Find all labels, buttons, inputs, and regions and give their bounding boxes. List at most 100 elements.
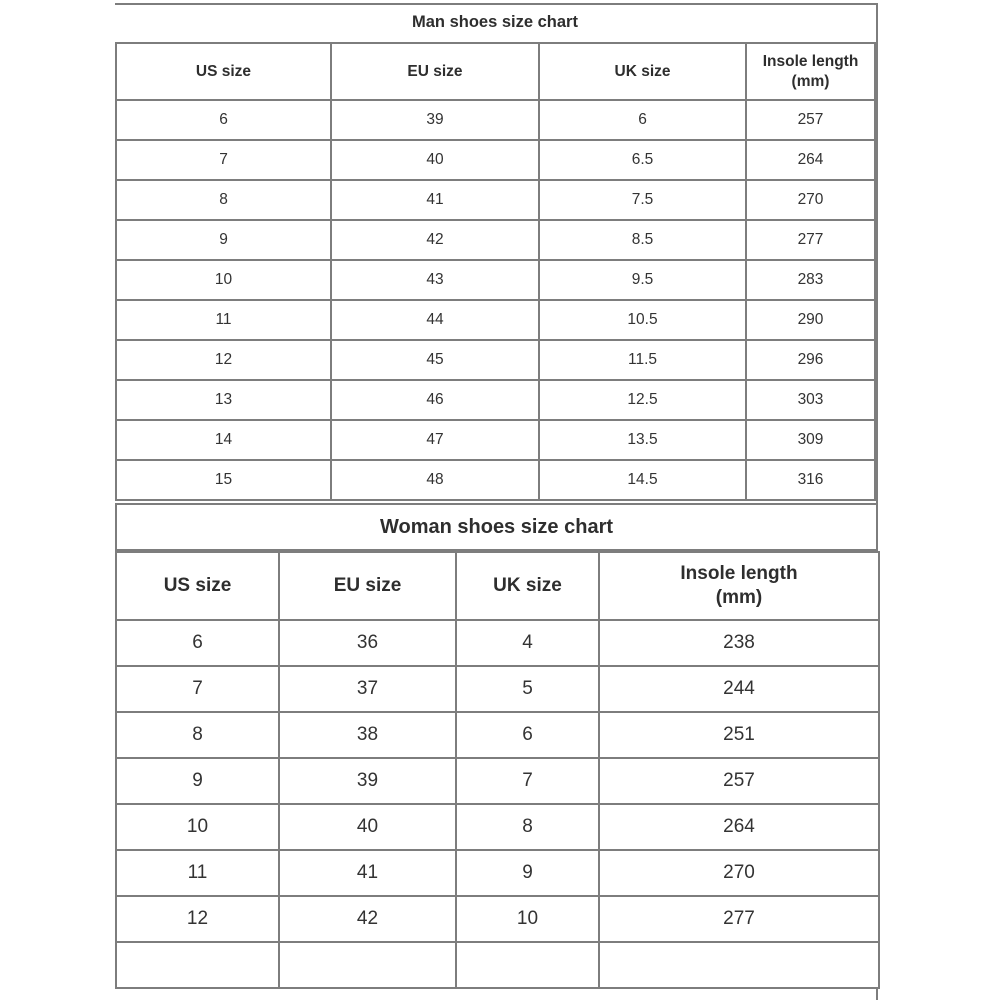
table-cell: 309 <box>745 419 876 461</box>
table-cell: 10 <box>455 895 600 943</box>
table-cell: 7 <box>115 139 332 181</box>
table-cell: 38 <box>278 711 457 759</box>
table-cell: 15 <box>115 459 332 501</box>
column-header: US size <box>115 42 332 101</box>
table-cell <box>278 941 457 989</box>
table-cell: 4 <box>455 619 600 667</box>
table-cell: 8 <box>115 711 280 759</box>
table-cell: 6 <box>115 99 332 141</box>
table-row: 12 45 11.5 296 <box>115 339 876 381</box>
table-cell: 41 <box>330 179 540 221</box>
table-cell: 42 <box>330 219 540 261</box>
table-row: 8 38 6 251 <box>115 711 880 759</box>
table-cell <box>115 941 280 989</box>
table-row <box>115 941 880 989</box>
table-cell: 9 <box>115 219 332 261</box>
table-cell: 7 <box>115 665 280 713</box>
woman-size-table: US size EU size UK size Insole length (mm) 6… <box>115 551 880 989</box>
table-cell: 13 <box>115 379 332 421</box>
table-row: 10 43 9.5 283 <box>115 259 876 301</box>
table-cell: 290 <box>745 299 876 341</box>
table-cell: 40 <box>330 139 540 181</box>
table-cell: 277 <box>598 895 880 943</box>
woman-chart-title: Woman shoes size chart <box>115 503 878 551</box>
table-cell: 8 <box>455 803 600 851</box>
column-header: UK size <box>538 42 747 101</box>
table-cell: 6.5 <box>538 139 747 181</box>
table-cell: 8.5 <box>538 219 747 261</box>
table-cell: 303 <box>745 379 876 421</box>
table-cell: 10 <box>115 803 280 851</box>
table-cell: 46 <box>330 379 540 421</box>
table-cell: 37 <box>278 665 457 713</box>
table-row: 10 40 8 264 <box>115 803 880 851</box>
table-cell: 48 <box>330 459 540 501</box>
table-cell: 36 <box>278 619 457 667</box>
table-row: 15 48 14.5 316 <box>115 459 876 501</box>
man-size-table: US size EU size UK size Insole length (mm) 6… <box>115 42 876 501</box>
table-cell: 39 <box>330 99 540 141</box>
table-cell: 277 <box>745 219 876 261</box>
table-row: 9 39 7 257 <box>115 757 880 805</box>
table-cell: 270 <box>598 849 880 897</box>
table-cell: 10.5 <box>538 299 747 341</box>
table-row: 14 47 13.5 309 <box>115 419 876 461</box>
header-row: US size EU size UK size Insole length (mm) <box>115 551 880 621</box>
table-cell: 40 <box>278 803 457 851</box>
table-cell: 270 <box>745 179 876 221</box>
table-cell: 14 <box>115 419 332 461</box>
table-cell: 316 <box>745 459 876 501</box>
table-cell: 45 <box>330 339 540 381</box>
table-cell <box>598 941 880 989</box>
column-header: Insole length (mm) <box>745 42 876 101</box>
table-row: 8 41 7.5 270 <box>115 179 876 221</box>
table-cell: 238 <box>598 619 880 667</box>
table-cell: 264 <box>598 803 880 851</box>
table-row: 9 42 8.5 277 <box>115 219 876 261</box>
table-cell: 251 <box>598 711 880 759</box>
table-cell: 6 <box>115 619 280 667</box>
table-row: 12 42 10 277 <box>115 895 880 943</box>
table-cell: 9 <box>455 849 600 897</box>
header-row: US size EU size UK size Insole length (mm) <box>115 42 876 101</box>
table-cell: 296 <box>745 339 876 381</box>
table-cell: 14.5 <box>538 459 747 501</box>
table-row: 11 41 9 270 <box>115 849 880 897</box>
column-header: Insole length (mm) <box>598 551 880 621</box>
table-cell: 7.5 <box>538 179 747 221</box>
table-cell: 9 <box>115 757 280 805</box>
table-row: 7 37 5 244 <box>115 665 880 713</box>
table-cell: 11 <box>115 299 332 341</box>
table-cell: 7 <box>455 757 600 805</box>
table-cell: 41 <box>278 849 457 897</box>
table-row: 6 39 6 257 <box>115 99 876 141</box>
table-cell: 6 <box>455 711 600 759</box>
table-cell: 42 <box>278 895 457 943</box>
table-cell: 10 <box>115 259 332 301</box>
table-cell: 39 <box>278 757 457 805</box>
table-cell: 13.5 <box>538 419 747 461</box>
table-cell: 257 <box>598 757 880 805</box>
table-cell: 9.5 <box>538 259 747 301</box>
table-cell: 5 <box>455 665 600 713</box>
table-cell: 11.5 <box>538 339 747 381</box>
man-chart-title: Man shoes size chart <box>412 13 578 31</box>
table-row: 13 46 12.5 303 <box>115 379 876 421</box>
table-cell: 43 <box>330 259 540 301</box>
table-row: 7 40 6.5 264 <box>115 139 876 181</box>
table-cell: 12 <box>115 339 332 381</box>
table-cell: 11 <box>115 849 280 897</box>
table-cell: 44 <box>330 299 540 341</box>
table-row: 6 36 4 238 <box>115 619 880 667</box>
column-header: EU size <box>278 551 457 621</box>
table-cell: 283 <box>745 259 876 301</box>
table-cell: 12 <box>115 895 280 943</box>
table-row: 11 44 10.5 290 <box>115 299 876 341</box>
table-cell: 6 <box>538 99 747 141</box>
chart-sheet-frame <box>115 3 878 1000</box>
table-cell <box>455 941 600 989</box>
column-header: EU size <box>330 42 540 101</box>
column-header: UK size <box>455 551 600 621</box>
table-cell: 12.5 <box>538 379 747 421</box>
table-cell: 264 <box>745 139 876 181</box>
